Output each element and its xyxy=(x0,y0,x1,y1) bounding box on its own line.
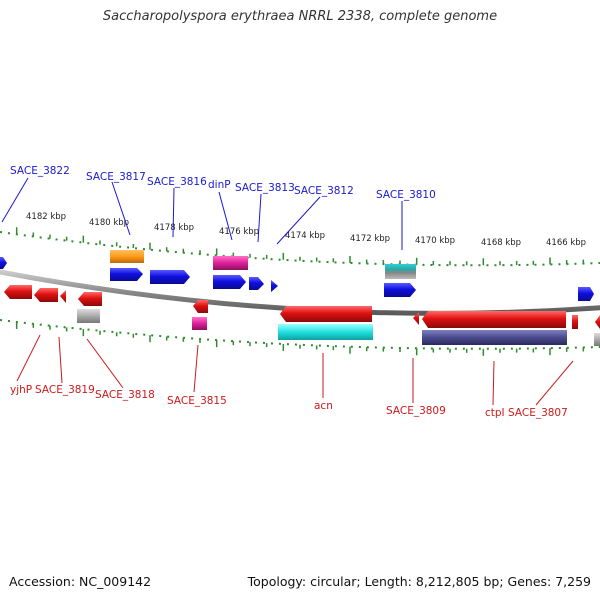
kbp-label: 4174 kbp xyxy=(285,231,325,241)
feature-teal[interactable] xyxy=(385,264,416,279)
feature-forward-edge[interactable] xyxy=(0,257,7,269)
gene-label: acn xyxy=(314,400,333,412)
gene-label: SACE_3819 xyxy=(35,384,95,396)
gene-label: SACE_3818 xyxy=(95,389,155,401)
feature-reverse-right[interactable] xyxy=(595,315,600,329)
feature-purple[interactable] xyxy=(422,330,567,345)
feature-acn[interactable] xyxy=(280,306,372,322)
gene-label: SACE_3813 xyxy=(235,182,295,194)
feature-magenta[interactable] xyxy=(213,256,248,270)
feature-sace3819b[interactable] xyxy=(60,290,66,303)
kbp-labels: 4182 kbp 4180 kbp 4178 kbp 4176 kbp 4174… xyxy=(26,212,586,248)
gene-label: dinP xyxy=(208,179,231,191)
gene-label: yjhP xyxy=(10,384,32,396)
feature-dinp[interactable] xyxy=(213,275,246,289)
kbp-label: 4172 kbp xyxy=(350,234,390,244)
reverse-gene-labels: yjhP SACE_3819 SACE_3818 SACE_3815 acn S… xyxy=(10,384,568,419)
ruler-ticks xyxy=(15,227,585,356)
feature-sace3812[interactable] xyxy=(271,280,278,292)
feature-cyan[interactable] xyxy=(278,324,373,340)
gene-label: SACE_3822 xyxy=(10,165,70,177)
kbp-label: 4176 kbp xyxy=(219,227,259,237)
gene-label: SACE_3807 xyxy=(508,407,568,419)
gene-label: SACE_3815 xyxy=(167,395,227,407)
genome-summary-text: Topology: circular; Length: 8,212,805 bp… xyxy=(247,574,591,589)
forward-leaders xyxy=(1,177,403,250)
feature-sace3816[interactable] xyxy=(150,270,190,284)
feature-sace3810[interactable] xyxy=(384,283,416,297)
reverse-features xyxy=(4,285,600,346)
kbp-label: 4168 kbp xyxy=(481,238,521,248)
kbp-label: 4178 kbp xyxy=(154,223,194,233)
feature-sace3813[interactable] xyxy=(249,277,264,290)
forward-gene-labels: SACE_3822 SACE_3817 SACE_3816 dinP SACE_… xyxy=(10,165,436,201)
feature-sace3819[interactable] xyxy=(34,288,58,302)
feature-sace3817[interactable] xyxy=(110,268,143,281)
feature-yjhp[interactable] xyxy=(4,285,32,299)
kbp-label: 4182 kbp xyxy=(26,212,66,222)
feature-ctpi[interactable] xyxy=(422,311,566,328)
feature-sace3818[interactable] xyxy=(78,292,102,306)
gene-label: SACE_3809 xyxy=(386,405,446,417)
accession-text: Accession: NC_009142 xyxy=(9,574,152,589)
gene-label: SACE_3816 xyxy=(147,176,207,188)
map-title: Saccharopolyspora erythraea NRRL 2338, c… xyxy=(102,9,498,24)
feature-gray-right[interactable] xyxy=(594,333,600,346)
gene-label: SACE_3810 xyxy=(376,189,436,201)
feature-sace3807[interactable] xyxy=(572,315,578,329)
feature-sace3809[interactable] xyxy=(413,312,419,325)
gene-label: SACE_3812 xyxy=(294,185,354,197)
feature-gray[interactable] xyxy=(77,309,100,323)
kbp-label: 4180 kbp xyxy=(89,218,129,228)
reverse-leaders xyxy=(16,334,574,406)
feature-magenta-small[interactable] xyxy=(192,317,207,330)
feature-forward-right[interactable] xyxy=(578,287,594,301)
gene-label: SACE_3817 xyxy=(86,171,146,183)
feature-sace3815[interactable] xyxy=(193,300,208,313)
forward-features xyxy=(0,250,594,301)
gene-label: ctpI xyxy=(485,407,505,419)
feature-orange[interactable] xyxy=(110,250,144,263)
kbp-label: 4170 kbp xyxy=(415,236,455,246)
kbp-label: 4166 kbp xyxy=(546,238,586,248)
